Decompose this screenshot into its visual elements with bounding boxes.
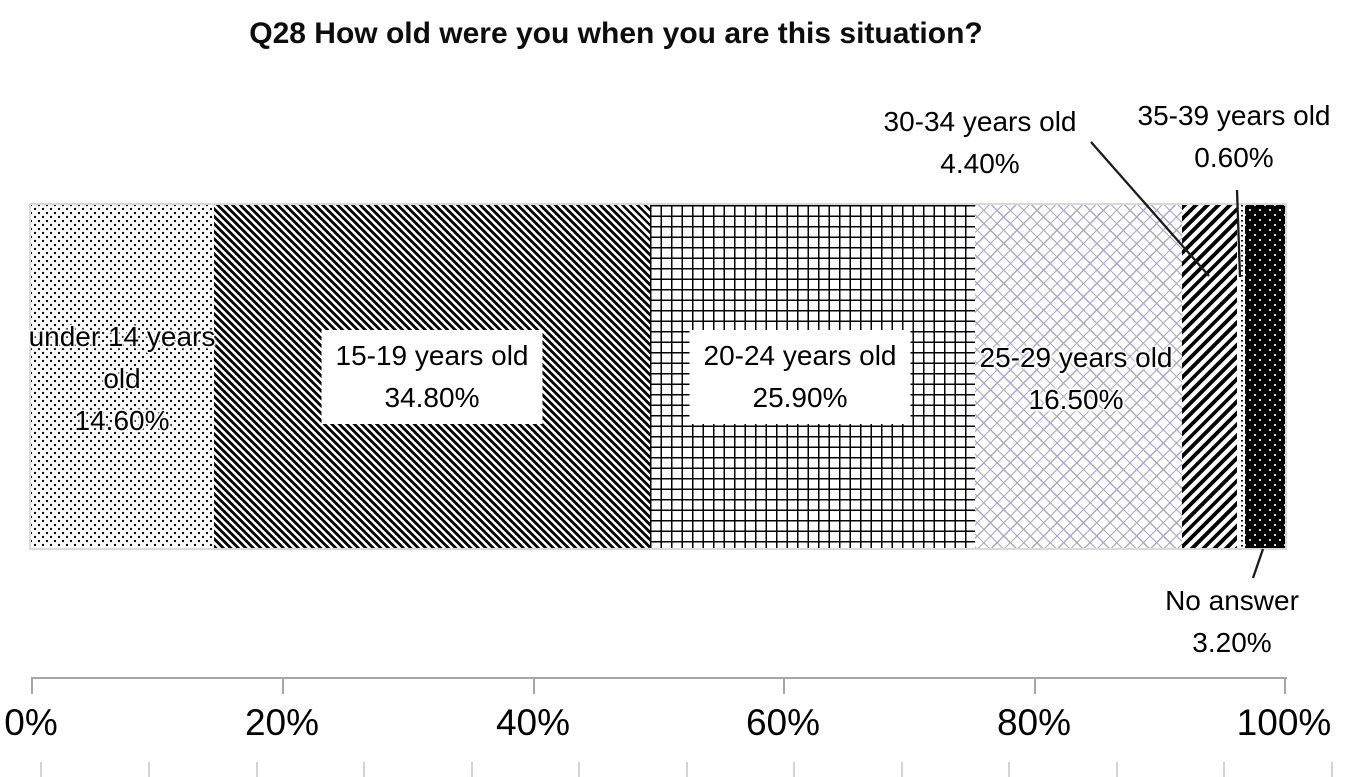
x-axis-tick-60 [783,678,785,694]
data-label-under-14: under 14 years old 14.60% [14,316,230,442]
bottom-ruler-tick [1223,762,1225,777]
data-label-30-34: 30-34 years old 4.40% [883,101,1076,185]
data-label-30-34-value: 4.40% [940,148,1020,179]
x-axis-label-0: 0% [4,702,58,743]
bottom-ruler-tick [578,762,580,777]
x-axis-line [31,677,1287,679]
bottom-ruler-tick [1116,762,1118,777]
segment-no-answer [1244,205,1285,548]
x-axis-tick-100 [1284,678,1286,694]
data-label-15-19: 15-19 years old 34.80% [321,330,543,424]
chart-title: Q28 How old were you when you are this s… [249,17,983,50]
data-label-15-19-value: 34.80% [384,382,480,413]
x-axis-tick-0 [31,678,33,694]
segment-under-14-years [31,205,215,548]
bottom-ruler-tick [686,762,688,777]
bottom-ruler-tick [363,762,365,777]
bottom-ruler-tick [1008,762,1010,777]
segment-30-34-years [1182,205,1238,548]
bottom-ruler-tick [148,762,150,777]
data-label-under-14-category: under 14 years old [28,321,216,394]
bottom-ruler-tick [901,762,903,777]
x-axis-tick-40 [533,678,535,694]
data-label-no-answer-value: 3.20% [1192,627,1272,658]
data-label-20-24: 20-24 years old 25.90% [689,330,911,424]
data-label-15-19-category: 15-19 years old [335,340,529,371]
data-label-20-24-value: 25.90% [752,382,848,413]
bottom-ruler-tick [793,762,795,777]
x-axis-label-60: 60% [745,702,821,743]
data-label-20-24-category: 20-24 years old [703,340,897,371]
data-label-no-answer-category: No answer [1165,585,1299,616]
x-axis-tick-80 [1034,678,1036,694]
data-label-35-39: 35-39 years old 0.60% [1137,95,1330,179]
x-axis-label-40: 40% [495,702,571,743]
data-label-35-39-value: 0.60% [1194,142,1274,173]
data-label-35-39-category: 35-39 years old [1137,100,1331,131]
x-axis-label-80: 80% [996,702,1072,743]
data-label-no-answer: No answer 3.20% [1165,580,1299,664]
x-axis-tick-20 [282,678,284,694]
data-label-30-34-category: 30-34 years old [883,106,1077,137]
leader-line-no-answer [1251,548,1265,579]
bottom-ruler-tick [256,762,258,777]
segment-35-39-years [1237,205,1245,548]
bottom-ruler-tick [1331,762,1333,777]
data-label-25-29-value: 16.50% [1028,384,1124,415]
data-label-25-29: 25-29 years old 16.50% [979,337,1172,421]
x-axis-label-20: 20% [244,702,320,743]
data-label-under-14-value: 14.60% [74,405,170,436]
bottom-ruler-tick [471,762,473,777]
bottom-ruler-tick [40,762,42,777]
data-label-25-29-category: 25-29 years old [979,342,1173,373]
x-axis-label-100: 100% [1236,702,1332,743]
